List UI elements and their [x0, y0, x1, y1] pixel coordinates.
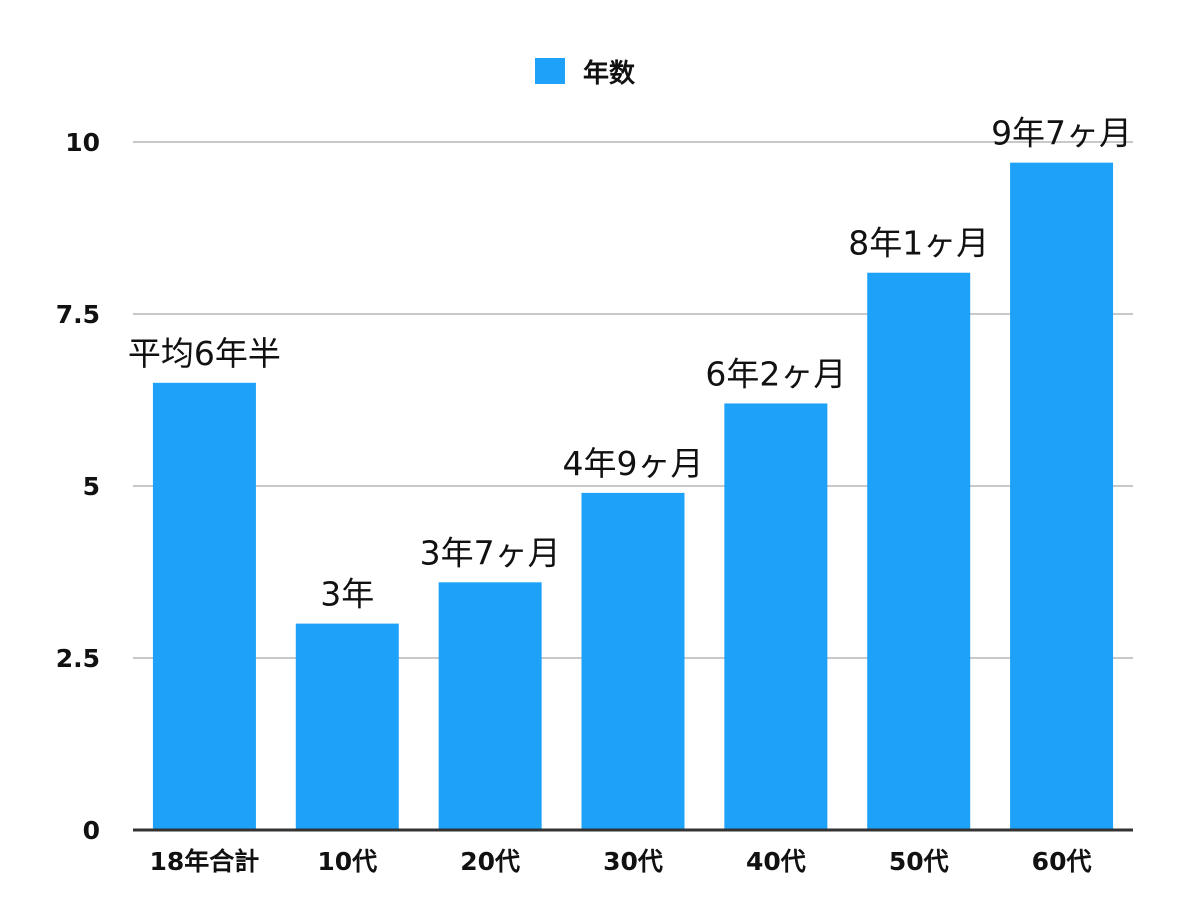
x-category-label: 50代: [889, 847, 949, 876]
legend: 年数: [535, 56, 635, 89]
bar: [152, 382, 256, 830]
bar: [581, 492, 685, 830]
y-tick-label: 7.5: [56, 300, 100, 329]
bar: [1010, 162, 1114, 830]
data-label: 6年2ヶ月: [705, 354, 846, 393]
y-tick-label: 5: [83, 472, 100, 501]
bar: [724, 403, 828, 830]
x-category-label: 20代: [460, 847, 520, 876]
data-label: 3年: [320, 575, 374, 614]
x-category-label: 30代: [603, 847, 663, 876]
legend-swatch: [535, 58, 565, 84]
data-label: 9年7ヶ月: [991, 114, 1132, 153]
bar: [438, 582, 542, 830]
data-label: 8年1ヶ月: [848, 224, 989, 263]
data-label: 3年7ヶ月: [420, 533, 561, 572]
x-category-label: 18年合計: [150, 847, 260, 876]
y-tick-label: 0: [83, 816, 100, 845]
x-category-label: 10代: [317, 847, 377, 876]
x-category-label: 40代: [746, 847, 806, 876]
y-tick-label: 10: [65, 128, 100, 157]
y-tick-label: 2.5: [56, 644, 100, 673]
x-category-label: 60代: [1032, 847, 1092, 876]
bar: [295, 623, 399, 830]
bar: [867, 272, 971, 831]
data-label: 4年9ヶ月: [563, 444, 704, 483]
legend-label: 年数: [583, 58, 636, 89]
data-label: 平均6年半: [128, 334, 281, 373]
